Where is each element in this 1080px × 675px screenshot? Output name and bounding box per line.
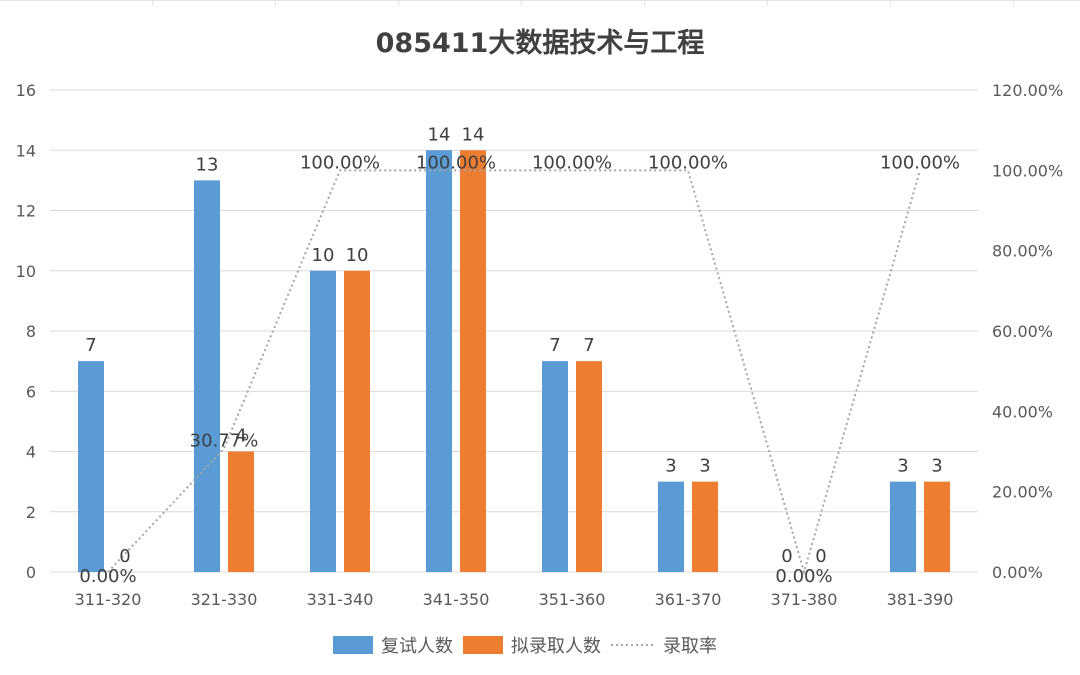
bar-value-label: 10 bbox=[312, 245, 335, 266]
legend-swatch bbox=[333, 636, 373, 654]
bar-value-label: 3 bbox=[699, 456, 710, 477]
legend-swatch bbox=[463, 636, 503, 654]
legend-label: 复试人数 bbox=[381, 636, 453, 657]
bar-admit bbox=[344, 270, 370, 572]
bar-retest bbox=[890, 481, 916, 572]
legend-label: 拟录取人数 bbox=[511, 636, 601, 657]
bar-retest bbox=[310, 270, 336, 572]
bar-value-label: 3 bbox=[665, 456, 676, 477]
y-left-tick-label: 8 bbox=[26, 322, 36, 341]
bar-value-label: 3 bbox=[897, 456, 908, 477]
bar-value-label: 0 bbox=[815, 546, 826, 567]
bar-value-label: 14 bbox=[428, 124, 451, 145]
bar-admit bbox=[924, 481, 950, 572]
rate-value-label: 30.77% bbox=[190, 430, 259, 451]
rate-value-label: 100.00% bbox=[532, 152, 612, 173]
bar-value-label: 7 bbox=[85, 335, 96, 356]
y-left-tick-label: 14 bbox=[16, 141, 36, 160]
y-right-tick-label: 80.00% bbox=[992, 242, 1053, 261]
x-tick-label: 351-360 bbox=[539, 590, 606, 609]
bar-value-label: 0 bbox=[781, 546, 792, 567]
bar-value-label: 14 bbox=[462, 124, 485, 145]
bar-retest bbox=[658, 481, 684, 572]
x-tick-label: 341-350 bbox=[423, 590, 490, 609]
axes: 02468101214160.00%20.00%40.00%60.00%80.0… bbox=[16, 81, 1064, 609]
rate-line bbox=[107, 169, 921, 576]
bar-value-label: 0 bbox=[119, 546, 130, 567]
bar-retest bbox=[78, 361, 104, 572]
bar-admit bbox=[692, 481, 718, 572]
bars bbox=[78, 150, 950, 572]
y-left-tick-label: 2 bbox=[26, 503, 36, 522]
y-left-tick-label: 12 bbox=[16, 202, 36, 221]
y-left-tick-label: 10 bbox=[16, 262, 36, 281]
rate-value-label: 100.00% bbox=[880, 152, 960, 173]
chart-title: 085411大数据技术与工程 bbox=[376, 28, 705, 59]
bar-retest bbox=[426, 150, 452, 572]
y-right-tick-label: 20.00% bbox=[992, 483, 1053, 502]
y-right-tick-label: 100.00% bbox=[992, 161, 1063, 180]
y-left-tick-label: 16 bbox=[16, 81, 36, 100]
bar-value-label: 13 bbox=[196, 154, 219, 175]
x-tick-label: 311-320 bbox=[75, 590, 142, 609]
rate-value-label: 100.00% bbox=[300, 152, 380, 173]
rate-value-label: 0.00% bbox=[775, 566, 832, 587]
bar-admit bbox=[460, 150, 486, 572]
bar-retest bbox=[542, 361, 568, 572]
y-left-tick-label: 0 bbox=[26, 563, 36, 582]
y-right-tick-label: 0.00% bbox=[992, 563, 1043, 582]
x-tick-label: 381-390 bbox=[887, 590, 954, 609]
y-left-tick-label: 4 bbox=[26, 443, 36, 462]
data-labels: 7 13 10 14 7 3 0 3 0 4 10 14 7 3 0 3 0.00% 30.77% 100.00% 1… bbox=[79, 124, 960, 587]
bar-value-label: 4 bbox=[235, 426, 246, 447]
legend-label: 录取率 bbox=[663, 636, 717, 657]
x-tick-label: 331-340 bbox=[307, 590, 374, 609]
y-right-tick-label: 60.00% bbox=[992, 322, 1053, 341]
x-tick-label: 371-380 bbox=[771, 590, 838, 609]
rate-value-label: 100.00% bbox=[648, 152, 728, 173]
bar-value-label: 10 bbox=[346, 245, 369, 266]
bar-value-label: 3 bbox=[931, 456, 942, 477]
rate-value-label: 0.00% bbox=[79, 566, 136, 587]
x-tick-label: 321-330 bbox=[191, 590, 258, 609]
legend: 复试人数 拟录取人数 录取率 bbox=[333, 636, 717, 657]
rate-value-label: 100.00% bbox=[416, 152, 496, 173]
bar-admit bbox=[228, 451, 254, 572]
bar-admit bbox=[576, 361, 602, 572]
bar-retest bbox=[194, 180, 220, 572]
y-right-tick-label: 40.00% bbox=[992, 402, 1053, 421]
bar-value-label: 7 bbox=[583, 335, 594, 356]
x-tick-label: 361-370 bbox=[655, 590, 722, 609]
bar-value-label: 7 bbox=[549, 335, 560, 356]
top-grid-strip bbox=[0, 0, 1080, 7]
gridlines bbox=[50, 89, 978, 573]
y-left-tick-label: 6 bbox=[26, 382, 36, 401]
y-right-tick-label: 120.00% bbox=[992, 81, 1063, 100]
